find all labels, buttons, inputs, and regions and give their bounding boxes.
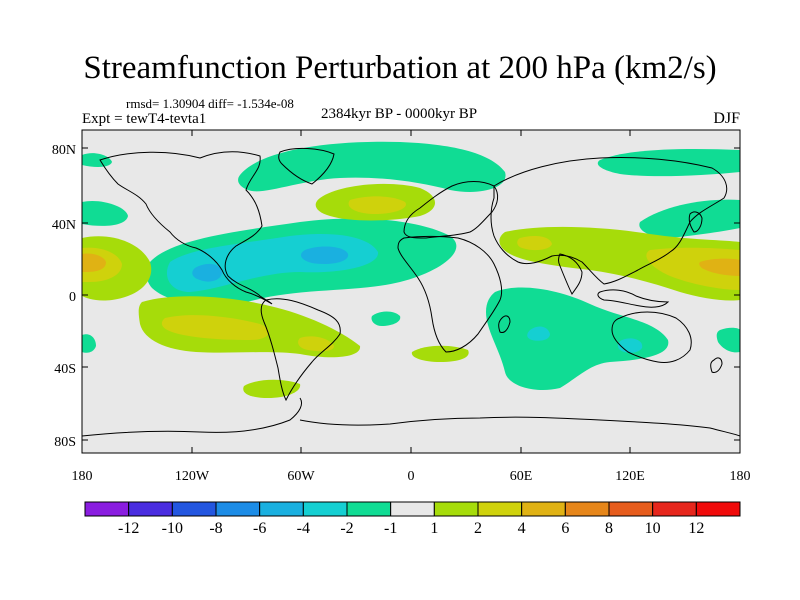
colorbar-swatch (215, 501, 261, 517)
coastlines (81, 147, 741, 437)
colorbar-label: 2 (474, 520, 482, 537)
anomaly-neg-indian-ocean (486, 287, 669, 391)
colorbar-labels: -12 -10 -8 -6 -4 -2 -1 1 2 4 6 8 10 12 (118, 520, 704, 537)
colorbar-label: 1 (430, 520, 438, 537)
coast-south-america (260, 298, 341, 402)
axis-ticks (81, 130, 741, 453)
colorbar-label: -1 (384, 520, 397, 537)
coast-europe (403, 181, 499, 239)
coast-africa (397, 236, 503, 353)
colorbar-swatch (390, 501, 435, 517)
colorbar (84, 501, 741, 517)
coast-greenland (278, 147, 335, 185)
anomaly-neg-south-atlantic (371, 311, 401, 326)
colorbar-label: -6 (253, 520, 266, 537)
colorbar-label: -8 (209, 520, 222, 537)
lon-tick-label: 0 (408, 469, 415, 484)
colorbar-swatch (477, 501, 523, 517)
lat-axis: 80N 40N 0 40S 80S (52, 143, 76, 450)
anomaly-pos-pacific-north-inner (82, 253, 106, 272)
anomaly-neg-south-pacific (82, 334, 96, 353)
colorbar-swatch (84, 501, 130, 517)
colorbar-swatch (608, 501, 654, 517)
anomaly-neg-arctic (238, 141, 506, 192)
colorbar-swatch (564, 501, 610, 517)
colorbar-swatch (171, 501, 217, 517)
anomaly-neg-asia-north (597, 149, 740, 177)
colorbar-label: 4 (518, 520, 526, 537)
coast-north-america (99, 151, 273, 305)
colorbar-label: 10 (645, 520, 661, 537)
colorbar-label: -12 (118, 520, 139, 537)
colorbar-swatch (652, 501, 697, 517)
coast-india (558, 253, 583, 295)
colorbar-label: -4 (297, 520, 310, 537)
lat-tick-label: 0 (69, 290, 76, 305)
lon-axis: 180 120W 60W 0 60E 120E 180 (72, 469, 751, 484)
coast-asia (490, 156, 728, 285)
lat-tick-label: 80N (52, 143, 76, 158)
lon-tick-label: 120E (615, 469, 645, 484)
anomaly-neg-east-pacific-south (716, 327, 740, 353)
colorbar-swatch (128, 501, 173, 517)
coast-new-zealand (710, 357, 723, 373)
anomaly-neg-west-pacific (82, 200, 128, 226)
contour-fields (82, 141, 740, 398)
lon-tick-label: 60W (287, 469, 315, 484)
colorbar-swatch (433, 501, 479, 517)
colorbar-swatch (302, 501, 348, 517)
anomaly-neg-arctic-west (82, 153, 112, 167)
colorbar-label: 8 (605, 520, 613, 537)
anomaly-pos-north-atlantic-core (348, 196, 406, 214)
anomaly-pos-south-pacific-core (161, 315, 334, 352)
lon-tick-label: 120W (175, 469, 210, 484)
coast-madagascar (498, 315, 511, 333)
anomaly-pos-south-america (243, 379, 301, 398)
coast-indonesia (597, 289, 670, 308)
colorbar-swatch (259, 501, 304, 517)
anomaly-neg-north-atlantic-inner (192, 246, 349, 282)
plot-title: Streamfunction Perturbation at 200 hPa (… (83, 50, 717, 86)
period-label: 2384kyr BP - 0000kyr BP (321, 106, 478, 122)
colorbar-label: 6 (561, 520, 569, 537)
lat-tick-label: 40S (54, 362, 76, 377)
anomaly-pos-asia-inner (699, 258, 740, 276)
stats-label: rmsd= 1.30904 diff= -1.534e-08 (126, 96, 294, 111)
coast-australia (611, 311, 692, 363)
colorbar-label: -10 (162, 520, 183, 537)
coast-japan (688, 211, 703, 233)
colorbar-label: 12 (688, 520, 704, 537)
anomaly-pos-south-africa (411, 345, 469, 362)
lon-tick-label: 180 (72, 469, 93, 484)
colorbar-label: -2 (340, 520, 353, 537)
coast-antarctica (81, 397, 741, 437)
colorbar-swatch (695, 501, 741, 517)
lon-tick-label: 60E (510, 469, 533, 484)
anomaly-neg-indian-ocean-core (527, 326, 643, 353)
lat-tick-label: 80S (54, 435, 76, 450)
colorbar-swatch (521, 501, 566, 517)
lat-tick-label: 40N (52, 218, 76, 233)
anomaly-pos-asia (499, 226, 740, 301)
experiment-label: Expt = tewT4-tevta1 (82, 111, 207, 127)
season-label: DJF (713, 110, 740, 127)
anomaly-pos-asia-core (517, 236, 740, 290)
lon-tick-label: 180 (730, 469, 751, 484)
colorbar-swatch (346, 501, 392, 517)
